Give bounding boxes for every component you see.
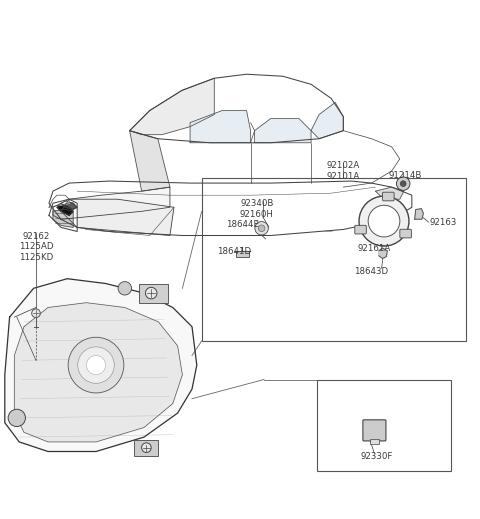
Circle shape [258,225,265,231]
Polygon shape [5,279,197,452]
Text: 92162
1125AD
1125KD: 92162 1125AD 1125KD [19,231,53,262]
Circle shape [68,337,124,393]
Circle shape [118,282,132,295]
Circle shape [86,356,106,375]
Circle shape [396,177,410,190]
Polygon shape [130,131,170,191]
Text: 92340B
92160H: 92340B 92160H [240,199,274,219]
Circle shape [8,409,25,427]
Polygon shape [49,181,412,236]
Ellipse shape [146,132,154,137]
Polygon shape [49,195,69,207]
Text: 18643D: 18643D [354,267,388,276]
Text: 91214B: 91214B [389,171,422,180]
Bar [134,440,158,456]
Circle shape [78,347,114,384]
Bar [370,440,379,444]
Polygon shape [254,118,311,143]
FancyBboxPatch shape [363,420,386,441]
FancyBboxPatch shape [383,192,394,201]
Polygon shape [375,187,404,199]
Polygon shape [415,209,423,219]
Circle shape [32,309,40,318]
Polygon shape [53,209,73,227]
Polygon shape [130,78,214,135]
Text: 18644E: 18644E [226,220,259,229]
Circle shape [359,196,409,246]
Circle shape [145,288,157,299]
Text: 18641D: 18641D [217,247,252,255]
FancyBboxPatch shape [355,225,366,234]
Text: 92102A
92101A: 92102A 92101A [326,161,360,181]
Text: 92163: 92163 [430,217,457,227]
Bar [236,251,249,257]
FancyBboxPatch shape [400,229,411,238]
Text: 92330F: 92330F [360,453,393,461]
Polygon shape [49,199,77,231]
Polygon shape [379,248,387,258]
Polygon shape [53,187,170,220]
Polygon shape [57,203,73,215]
Circle shape [368,205,400,237]
Circle shape [255,222,268,235]
Text: 92161A: 92161A [358,244,391,253]
Polygon shape [190,111,251,143]
Polygon shape [14,303,182,442]
Polygon shape [61,201,77,209]
Polygon shape [61,199,174,236]
Bar [317,379,451,471]
Circle shape [142,443,151,453]
Circle shape [400,181,406,186]
Polygon shape [311,102,343,139]
Bar [202,178,466,341]
Bar [139,283,168,303]
Polygon shape [130,74,343,143]
